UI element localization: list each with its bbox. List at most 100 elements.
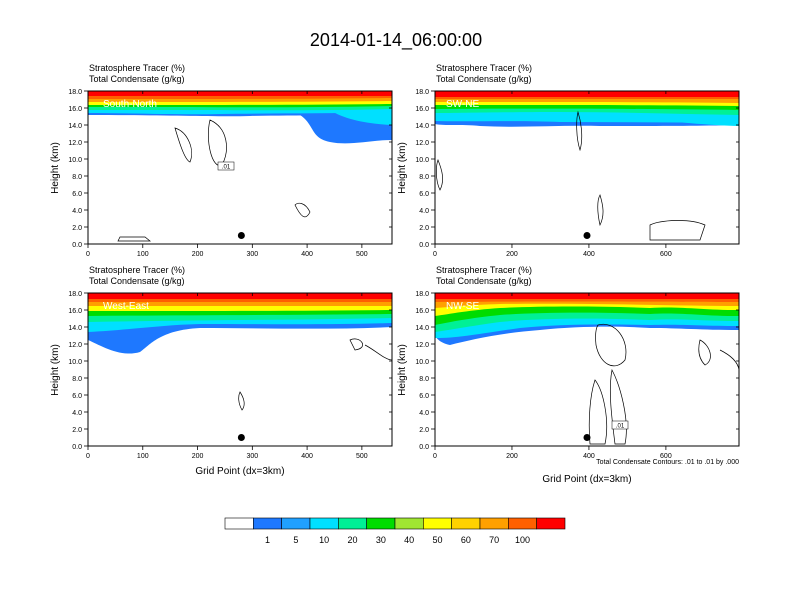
x-tick-label: 400 bbox=[301, 453, 313, 460]
y-tick-label: 14.0 bbox=[68, 123, 82, 130]
y-tick-label: 10.0 bbox=[415, 359, 429, 366]
x-tick-label: 0 bbox=[86, 453, 90, 460]
contour-tag-box bbox=[217, 161, 235, 171]
y-tick-label: 18.0 bbox=[68, 89, 82, 96]
x-tick-label: 0 bbox=[86, 251, 90, 258]
plot-frame bbox=[87, 292, 393, 447]
x-tick-label: 200 bbox=[506, 251, 518, 258]
y-tick-label: 2.0 bbox=[419, 225, 429, 232]
contour-note: Total Condensate Contours: .01 to .01 by… bbox=[596, 459, 739, 466]
colorbar-label: 100 bbox=[515, 535, 530, 545]
contour-label: Total Condensate (g/kg) bbox=[436, 74, 532, 84]
field-label: Stratosphere Tracer (%) bbox=[89, 265, 185, 275]
y-tick-label: 12.0 bbox=[68, 342, 82, 349]
panel-sw-ne: Stratosphere Tracer (%) Total Condensate… bbox=[397, 63, 740, 258]
colorbar-label: 30 bbox=[376, 535, 386, 545]
y-tick-label: 10.0 bbox=[415, 157, 429, 164]
condensate-contours bbox=[238, 338, 392, 411]
condensate-contours bbox=[588, 323, 739, 445]
contour-tag: .01 bbox=[222, 165, 231, 171]
x-axis-label: Grid Point (dx=3km) bbox=[195, 466, 284, 477]
y-axis-label: Height (km) bbox=[397, 344, 408, 396]
y-tick-label: 6.0 bbox=[419, 191, 429, 198]
tracer-band-100 bbox=[435, 293, 739, 299]
figure-title: 2014-01-14_06:00:00 bbox=[309, 30, 483, 50]
y-tick-label: 18.0 bbox=[415, 291, 429, 298]
y-tick-label: 12.0 bbox=[68, 140, 82, 147]
location-marker bbox=[237, 232, 245, 239]
panel-name: South-North bbox=[103, 99, 157, 110]
colorbar-label: 70 bbox=[489, 535, 499, 545]
y-axis-label: Height (km) bbox=[397, 142, 408, 194]
colorbar-label: 40 bbox=[404, 535, 414, 545]
colorbar-swatch bbox=[451, 517, 481, 530]
y-tick-label: 2.0 bbox=[72, 225, 82, 232]
axis-ticks: 0.0 2.0 4.0 6.0 8.0 10.0 12.0 14.0 16.0 18.0 0 200 4… bbox=[415, 291, 739, 460]
condensate-contours bbox=[436, 110, 706, 241]
y-axis-label: Height (km) bbox=[50, 142, 61, 194]
location-marker bbox=[583, 232, 591, 239]
panel-name: NW-SE bbox=[446, 301, 479, 312]
contour-label: Total Condensate (g/kg) bbox=[89, 276, 185, 286]
y-tick-label: 0.0 bbox=[72, 242, 82, 249]
x-tick-label: 400 bbox=[301, 251, 313, 258]
x-tick-label: 0 bbox=[433, 453, 437, 460]
y-tick-label: 16.0 bbox=[415, 106, 429, 113]
colorbar-label: 10 bbox=[319, 535, 329, 545]
y-tick-label: 16.0 bbox=[68, 106, 82, 113]
colorbar-swatch bbox=[536, 517, 566, 530]
x-tick-label: 200 bbox=[506, 453, 518, 460]
x-tick-label: 300 bbox=[246, 453, 258, 460]
panel-south-north: Stratosphere Tracer (%) Total Condensate… bbox=[50, 63, 393, 258]
location-marker bbox=[237, 434, 245, 441]
y-tick-label: 18.0 bbox=[415, 89, 429, 96]
y-tick-label: 6.0 bbox=[72, 191, 82, 198]
tracer-band-100 bbox=[88, 91, 392, 96]
contour-label: Total Condensate (g/kg) bbox=[89, 74, 185, 84]
colorbar-label: 50 bbox=[432, 535, 442, 545]
axis-ticks: 0.0 2.0 4.0 6.0 8.0 10.0 12.0 14.0 16.0 18.0 0 100 2… bbox=[68, 291, 392, 460]
field-label: Stratosphere Tracer (%) bbox=[436, 265, 532, 275]
field-label: Stratosphere Tracer (%) bbox=[436, 63, 532, 73]
contour-tag-box bbox=[611, 420, 629, 430]
panel-west-east: Stratosphere Tracer (%) Total Condensate… bbox=[50, 265, 393, 477]
y-tick-label: 0.0 bbox=[72, 444, 82, 451]
y-tick-label: 14.0 bbox=[68, 325, 82, 332]
y-tick-label: 16.0 bbox=[68, 308, 82, 315]
colorbar: 1 5 10 20 30 40 50 60 70 100 bbox=[224, 517, 566, 545]
y-tick-label: 4.0 bbox=[419, 208, 429, 215]
tracer-band-100 bbox=[88, 293, 392, 299]
colorbar-label: 5 bbox=[293, 535, 298, 545]
y-axis-label: Height (km) bbox=[50, 344, 61, 396]
x-tick-label: 300 bbox=[246, 251, 258, 258]
y-tick-label: 4.0 bbox=[72, 208, 82, 215]
y-tick-label: 12.0 bbox=[415, 342, 429, 349]
x-tick-label: 0 bbox=[433, 251, 437, 258]
y-tick-label: 4.0 bbox=[419, 410, 429, 417]
x-tick-label: 600 bbox=[660, 251, 672, 258]
y-tick-label: 8.0 bbox=[419, 376, 429, 383]
y-tick-label: 2.0 bbox=[72, 427, 82, 434]
colorbar-swatch bbox=[281, 517, 311, 530]
x-tick-label: 100 bbox=[137, 453, 149, 460]
colorbar-label: 1 bbox=[265, 535, 270, 545]
contour-label: Total Condensate (g/kg) bbox=[436, 276, 532, 286]
x-tick-label: 400 bbox=[583, 453, 595, 460]
y-tick-label: 6.0 bbox=[419, 393, 429, 400]
y-tick-label: 2.0 bbox=[419, 427, 429, 434]
x-tick-label: 400 bbox=[583, 251, 595, 258]
colorbar-swatch bbox=[253, 517, 282, 530]
colorbar-swatch bbox=[224, 517, 254, 530]
y-tick-label: 12.0 bbox=[415, 140, 429, 147]
y-tick-label: 10.0 bbox=[68, 359, 82, 366]
panel-nw-se: Stratosphere Tracer (%) Total Condensate… bbox=[397, 265, 740, 485]
tracer-band-100 bbox=[435, 91, 739, 97]
x-tick-label: 500 bbox=[356, 251, 368, 258]
field-label: Stratosphere Tracer (%) bbox=[89, 63, 185, 73]
y-tick-label: 4.0 bbox=[72, 410, 82, 417]
y-tick-label: 0.0 bbox=[419, 444, 429, 451]
colorbar-swatch bbox=[338, 517, 367, 530]
colorbar-swatch bbox=[508, 517, 537, 530]
colorbar-label: 20 bbox=[347, 535, 357, 545]
